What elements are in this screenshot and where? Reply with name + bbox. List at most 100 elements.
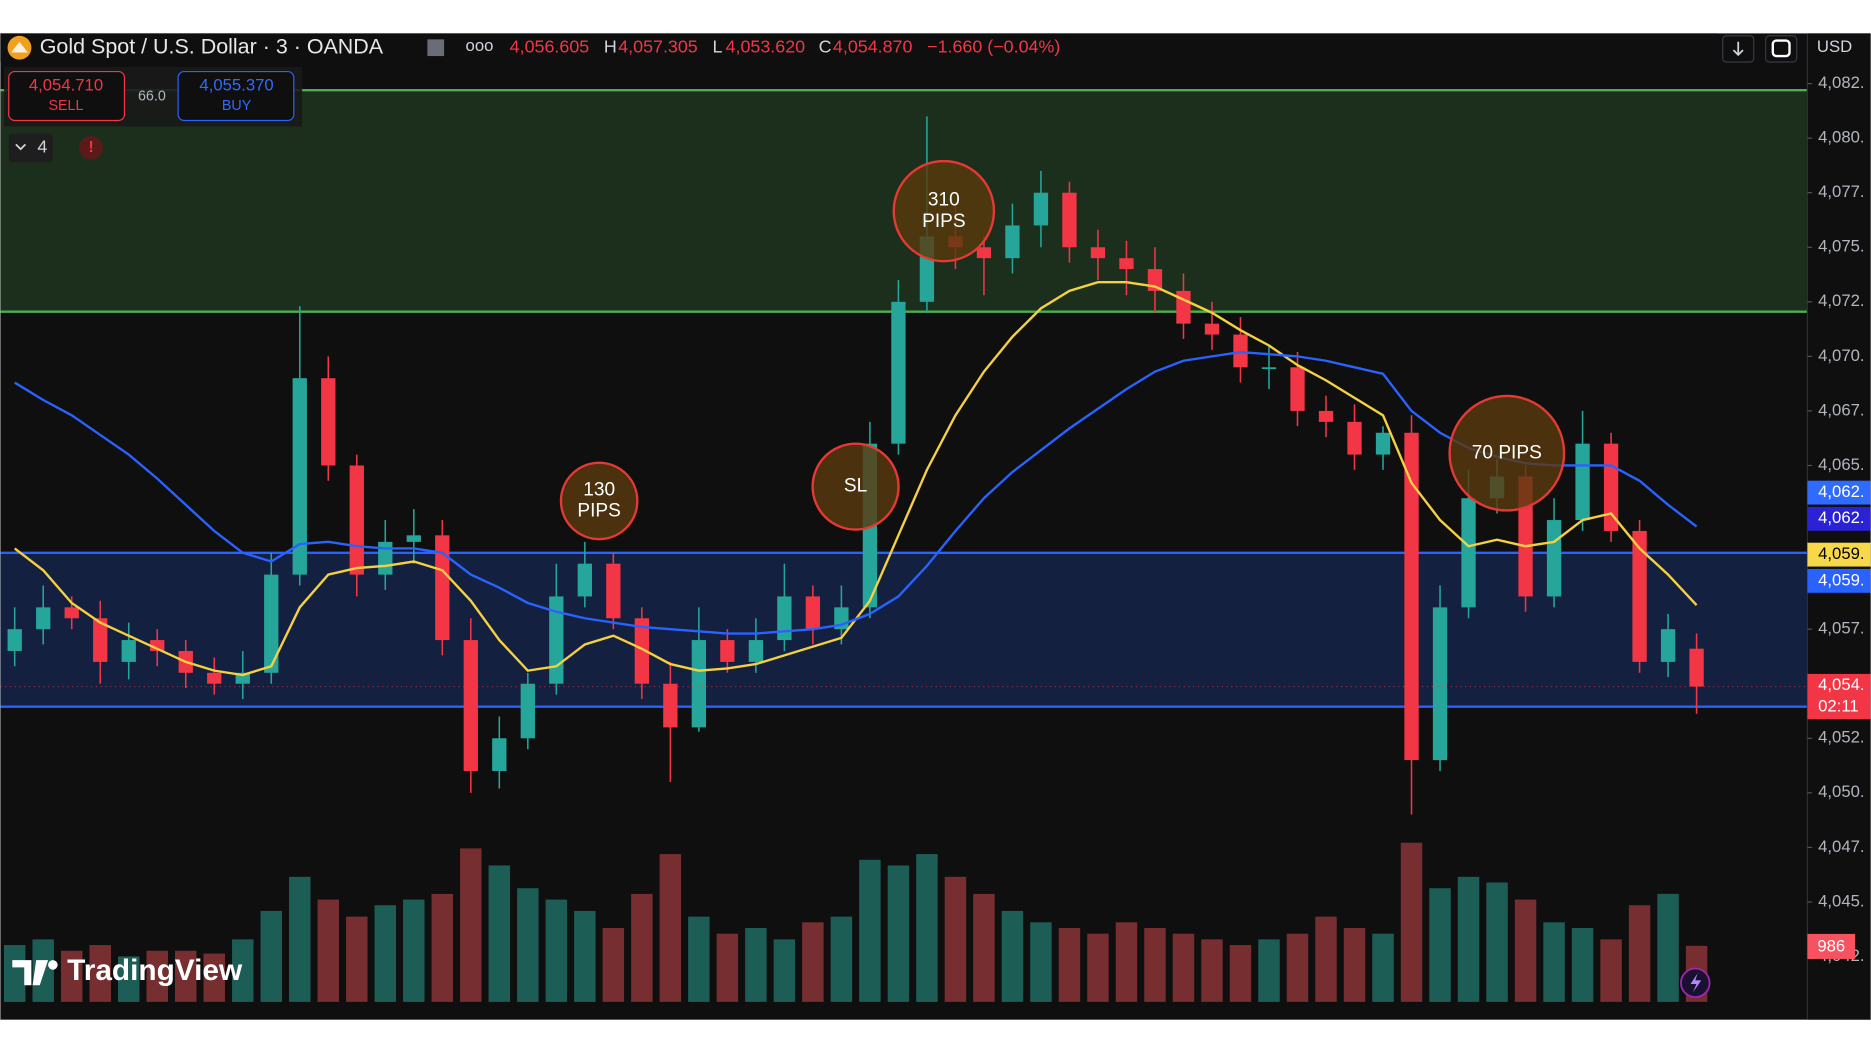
sell-button[interactable]: [8, 70, 126, 122]
volume-bar: [773, 939, 796, 1002]
y-tick-label: 4,045.: [1818, 891, 1864, 910]
volume-bar: [1087, 933, 1109, 1002]
open-value: 4,056.605: [510, 36, 590, 56]
candle-body: [1033, 192, 1049, 226]
more-icon[interactable]: ooo: [466, 36, 494, 55]
price-tag-label: 4,062.: [1818, 482, 1864, 501]
candle-body: [1290, 367, 1305, 411]
price-tag: [1807, 542, 1871, 567]
candle-body: [36, 607, 51, 630]
volume-tag: [1807, 933, 1856, 959]
annotation-circle: [892, 159, 996, 263]
volume-bar: [1657, 893, 1679, 1002]
annotation-circle: [1448, 394, 1566, 512]
candle-body: [64, 607, 79, 619]
volume-bar: [1571, 927, 1594, 1002]
high-value: 4,057.305: [618, 36, 698, 56]
indicators-toggle[interactable]: [8, 133, 53, 163]
y-tick-label: 4,080.: [1818, 128, 1864, 147]
volume-bar: [688, 916, 710, 1002]
currency-label[interactable]: USD: [1817, 37, 1852, 56]
sell-label: SELL: [48, 98, 83, 114]
volume-bar: [1543, 922, 1565, 1002]
volume-bar: [289, 876, 311, 1002]
volume-bar: [973, 893, 995, 1002]
logo-text[interactable]: TradingView: [67, 954, 243, 987]
price-tag-label: 4,059.: [1818, 570, 1864, 589]
symbol-title[interactable]: Gold Spot / U.S. Dollar · 3 · OANDA: [40, 34, 384, 58]
candle-body: [1546, 520, 1562, 597]
candle-body: [1261, 367, 1277, 370]
volume-bar: [175, 950, 197, 1002]
volume-bar: [1258, 939, 1280, 1002]
volume-bar: [1343, 927, 1366, 1002]
candle-body: [378, 541, 393, 575]
candle-body: [1318, 410, 1334, 422]
candle-body: [1062, 192, 1077, 248]
candle-body: [1404, 432, 1419, 761]
candle-body: [93, 618, 108, 662]
lightning-icon: [1690, 973, 1702, 993]
candle-body: [891, 301, 906, 444]
volume-bar: [1001, 910, 1024, 1002]
y-tick-label: 4,077.: [1818, 182, 1864, 201]
y-tick-label: 4,052.: [1818, 728, 1864, 747]
volume-bar: [887, 865, 910, 1002]
candle-body: [1660, 629, 1676, 662]
candle-body: [691, 640, 707, 728]
buy-button[interactable]: [177, 70, 295, 122]
volume-bar: [659, 854, 682, 1002]
candle-body: [292, 378, 307, 575]
candle-body: [1689, 648, 1704, 687]
volume-bar: [574, 910, 596, 1002]
candle-body: [1005, 225, 1020, 259]
buy-label: BUY: [222, 98, 252, 114]
screenshot-icon: [1771, 39, 1791, 58]
volume-bar: [117, 956, 140, 1002]
header-bar: [0, 33, 1718, 63]
candle-body: [606, 563, 621, 619]
volume-bar: [431, 893, 454, 1002]
volume-bar: [631, 893, 653, 1002]
moving-average: [14, 350, 1698, 635]
candle-body: [549, 596, 564, 684]
annotation-text: PIPS: [577, 501, 620, 522]
candle-body: [777, 596, 792, 641]
volume-bar: [1172, 933, 1195, 1002]
buy-price: 4,055.370: [199, 75, 273, 94]
volume-bar: [1400, 842, 1423, 1002]
candle-body: [720, 640, 735, 662]
low-label: L: [712, 36, 722, 56]
volume-tag-label: 986: [1817, 936, 1845, 955]
annotation-text: 130: [583, 479, 615, 500]
candle-body: [1090, 247, 1106, 259]
candle-body: [1432, 607, 1448, 761]
volume-bar: [89, 945, 111, 1002]
annotation-text: 70 PIPS: [1472, 442, 1542, 463]
candle-body: [264, 574, 279, 673]
symbol-icon-mark: [11, 41, 28, 53]
volume-bar: [859, 859, 881, 1002]
candle-body: [1461, 498, 1476, 608]
close-label: C: [819, 36, 832, 56]
candle-body: [805, 596, 821, 630]
close-value: 4,054.870: [833, 36, 913, 56]
y-tick-label: 4,047.: [1818, 837, 1864, 856]
volume-bar: [1514, 899, 1537, 1002]
volume-bar: [403, 899, 425, 1002]
volume-bar: [146, 950, 168, 1002]
candle-body: [520, 683, 535, 739]
download-icon: [1732, 41, 1744, 57]
volume-bar: [1315, 916, 1337, 1002]
alert-icon[interactable]: [79, 135, 103, 160]
candle-body: [1204, 323, 1220, 335]
zone: [0, 552, 1808, 707]
volume-bar: [802, 922, 824, 1002]
volume-bar: [1201, 939, 1223, 1002]
flag-icon[interactable]: [427, 39, 445, 57]
volume-bar: [545, 899, 568, 1002]
price-tag: [1807, 568, 1871, 593]
price-tag: [1807, 506, 1871, 531]
candle-body: [1119, 258, 1134, 270]
